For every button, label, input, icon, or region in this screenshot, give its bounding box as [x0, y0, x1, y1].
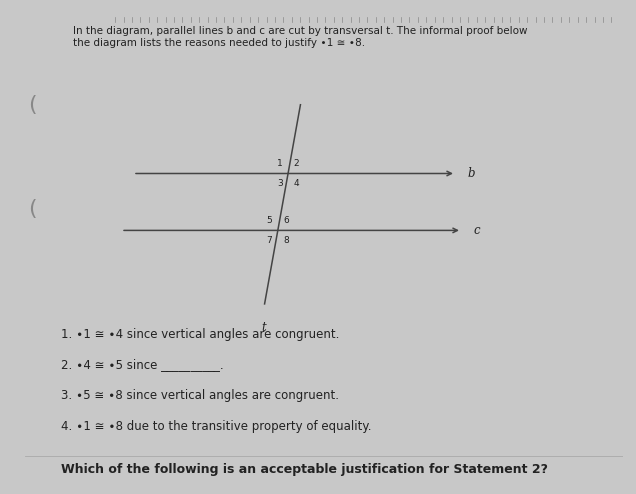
- Text: 6: 6: [283, 216, 289, 225]
- Text: c: c: [474, 224, 480, 237]
- Text: Which of the following is an acceptable justification for Statement 2?: Which of the following is an acceptable …: [61, 463, 548, 476]
- Text: 5: 5: [266, 216, 272, 225]
- Text: 1. ∙1 ≅ ∙4 since vertical angles are congruent.: 1. ∙1 ≅ ∙4 since vertical angles are con…: [61, 328, 340, 341]
- Text: 7: 7: [266, 236, 272, 245]
- Text: In the diagram, parallel lines b and c are cut by transversal t. The informal pr: In the diagram, parallel lines b and c a…: [73, 27, 528, 37]
- Text: b: b: [468, 167, 475, 180]
- Text: 4. ∙1 ≅ ∙8 due to the transitive property of equality.: 4. ∙1 ≅ ∙8 due to the transitive propert…: [61, 420, 372, 433]
- Text: t: t: [261, 321, 266, 333]
- Text: (: (: [29, 199, 37, 219]
- Text: (: (: [29, 95, 37, 115]
- Text: the diagram lists the reasons needed to justify ∙1 ≅ ∙8.: the diagram lists the reasons needed to …: [73, 39, 366, 48]
- Text: 4: 4: [293, 179, 299, 188]
- Text: 1: 1: [277, 160, 282, 168]
- Text: 8: 8: [283, 236, 289, 245]
- Text: 2. ∙4 ≅ ∙5 since __________.: 2. ∙4 ≅ ∙5 since __________.: [61, 359, 224, 371]
- Text: 2: 2: [293, 160, 299, 168]
- Text: 3. ∙5 ≅ ∙8 since vertical angles are congruent.: 3. ∙5 ≅ ∙8 since vertical angles are con…: [61, 389, 340, 402]
- Text: 3: 3: [277, 179, 282, 188]
